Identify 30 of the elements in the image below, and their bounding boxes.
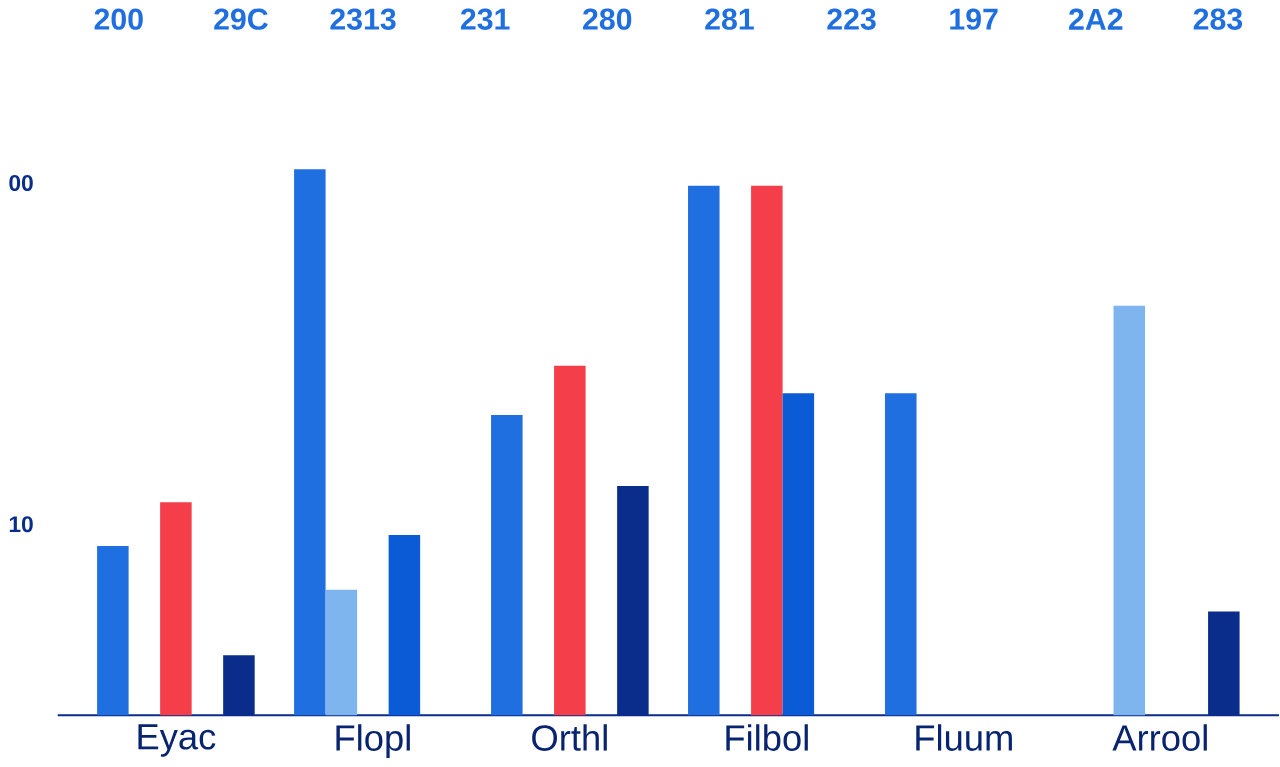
bar xyxy=(388,535,421,716)
x-tick-label: Orthl xyxy=(532,724,607,752)
bar xyxy=(688,185,720,716)
text: 29C xyxy=(214,8,268,31)
bar xyxy=(1113,306,1146,716)
x-tick-label: Arrool xyxy=(1112,724,1207,752)
text: 2313 xyxy=(330,8,396,31)
bar xyxy=(325,589,358,716)
x-tick-label: Fluum xyxy=(916,724,1012,752)
x-tick-label: Flopl xyxy=(336,724,410,759)
bar xyxy=(160,502,192,716)
x-tick-label: Filbol xyxy=(726,724,808,752)
bar xyxy=(294,169,326,716)
text: 00 xyxy=(9,175,33,192)
text: 200 xyxy=(94,8,143,31)
bar xyxy=(97,546,129,716)
text: 223 xyxy=(827,8,876,31)
text: 280 xyxy=(583,8,632,31)
text: 283 xyxy=(1193,8,1243,31)
text: 197 xyxy=(950,8,998,31)
x-tick-label: Eyac xyxy=(138,724,216,758)
bar xyxy=(491,415,523,716)
text: 281 xyxy=(705,8,754,31)
bar xyxy=(885,393,917,716)
bar xyxy=(782,393,815,716)
bar xyxy=(554,366,586,716)
text: 10 xyxy=(9,516,33,533)
bar xyxy=(751,185,783,716)
text: 231 xyxy=(460,8,510,31)
text: 2A2 xyxy=(1069,8,1123,30)
